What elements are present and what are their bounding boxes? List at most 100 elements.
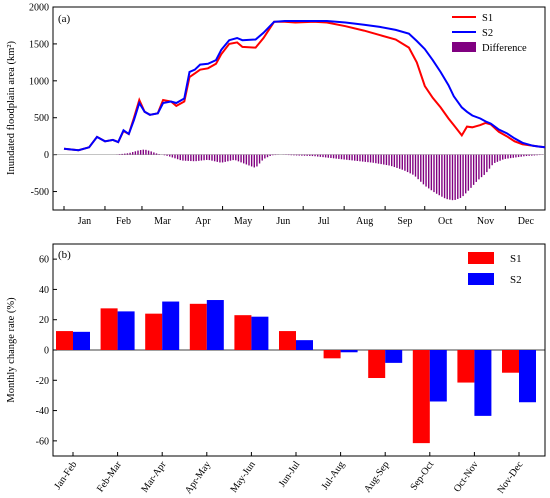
difference-bar <box>356 154 359 161</box>
series-line-s2 <box>63 20 546 152</box>
difference-bar <box>142 149 144 155</box>
difference-bar <box>520 154 522 157</box>
difference-bar <box>446 154 448 200</box>
y-tick-label-a: 1000 <box>29 76 49 87</box>
difference-bar <box>266 154 269 158</box>
panel-a-ylabel: Inundated floodplain area (km²) <box>6 40 17 175</box>
difference-bar <box>346 154 348 160</box>
difference-bar <box>509 154 512 159</box>
difference-bar <box>383 154 385 165</box>
difference-bar <box>124 153 126 155</box>
difference-bar <box>364 154 366 162</box>
x-tick-label-b: Jun-Jul <box>277 459 303 489</box>
difference-bar <box>243 154 245 164</box>
difference-bar <box>457 154 459 199</box>
difference-bar <box>409 154 411 174</box>
difference-bar <box>290 154 292 156</box>
difference-bar <box>221 154 224 163</box>
difference-bar <box>465 154 467 194</box>
y-tick-label-b: -40 <box>36 406 49 417</box>
difference-bar <box>264 154 266 159</box>
difference-bar <box>454 154 456 200</box>
difference-bar <box>483 154 485 175</box>
difference-bar <box>179 154 181 161</box>
legend-swatch-difference <box>452 42 476 52</box>
difference-bar <box>335 154 337 159</box>
panel-a-frame <box>52 6 546 211</box>
x-tick-label-b: Sep-Oct <box>408 459 436 492</box>
x-tick-label-a: Jun <box>276 216 290 227</box>
bar-s2 <box>73 331 90 350</box>
y-tick-label-a: 2000 <box>29 3 49 14</box>
bar-s1 <box>100 308 118 350</box>
difference-bar <box>306 154 308 156</box>
x-tick-label-a: Oct <box>438 216 453 227</box>
difference-bar <box>206 154 208 160</box>
difference-bar <box>134 151 137 155</box>
difference-bar <box>272 154 274 156</box>
difference-bar <box>200 154 203 161</box>
difference-bar <box>227 154 229 162</box>
legend-label: S1 <box>482 13 493 24</box>
difference-bar <box>523 154 525 157</box>
bar-s1 <box>234 315 252 350</box>
difference-bar <box>480 154 483 178</box>
difference-bar <box>417 154 419 180</box>
x-tick-label-a: Apr <box>195 216 211 227</box>
bar-s2 <box>429 350 447 402</box>
y-tick-label-a: -500 <box>31 187 49 198</box>
difference-bar <box>258 154 261 164</box>
x-tick-label-a: Sep <box>397 216 412 227</box>
difference-bar <box>303 154 306 156</box>
bar-s1 <box>189 303 207 350</box>
difference-bar <box>348 154 351 161</box>
difference-bar <box>163 154 166 156</box>
difference-bar <box>475 154 477 182</box>
difference-bar <box>467 154 470 191</box>
difference-bar <box>248 154 250 166</box>
legend-label: S2 <box>482 28 493 39</box>
difference-bar <box>298 154 300 156</box>
bar-s1 <box>56 331 73 350</box>
difference-bar <box>443 154 446 199</box>
x-tick-label-a: Mar <box>154 216 171 227</box>
difference-bar <box>401 154 403 170</box>
bar-s2 <box>519 350 536 403</box>
x-tick-label-b: Jan-Feb <box>52 459 79 491</box>
x-tick-label-b: Apr-May <box>183 459 213 496</box>
difference-bar <box>435 154 438 194</box>
difference-bar <box>213 154 216 162</box>
x-tick-label-b: Feb-Mar <box>95 459 124 495</box>
difference-bar <box>269 154 271 156</box>
difference-bar <box>502 154 504 160</box>
difference-bar <box>145 149 147 155</box>
x-tick-label-a: May <box>234 216 252 227</box>
x-tick-label-b: Nov-Dec <box>495 459 525 496</box>
difference-bar <box>317 154 319 157</box>
difference-bar <box>253 154 255 168</box>
difference-bar <box>176 154 179 160</box>
difference-bar <box>301 154 303 156</box>
difference-bar <box>377 154 380 164</box>
difference-bar <box>351 154 353 161</box>
y-tick-label-b: -60 <box>36 436 49 447</box>
legend-label: S2 <box>510 274 522 286</box>
y-tick-label-b: 0 <box>44 346 49 357</box>
difference-bar <box>338 154 340 159</box>
difference-bar <box>375 154 377 164</box>
bar-s1 <box>145 313 163 350</box>
difference-bar <box>412 154 414 175</box>
legend-swatch-s2 <box>468 273 494 285</box>
difference-bar <box>184 154 187 161</box>
difference-bar <box>224 154 226 162</box>
bar-s1 <box>412 350 430 444</box>
difference-bar <box>531 154 533 156</box>
difference-bar <box>398 154 401 169</box>
difference-bar <box>438 154 440 196</box>
panel-a-label: (a) <box>58 13 71 25</box>
difference-bar <box>322 154 324 158</box>
bar-s1 <box>323 350 341 359</box>
difference-bar <box>150 151 152 155</box>
difference-bar <box>393 154 396 168</box>
panel-a-legend: S1 S2 Difference <box>452 13 527 54</box>
